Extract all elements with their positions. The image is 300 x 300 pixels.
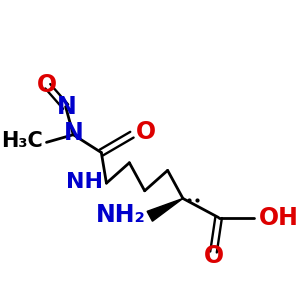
Polygon shape	[147, 198, 183, 221]
Text: H₃C: H₃C	[1, 131, 43, 151]
Text: N: N	[63, 122, 83, 146]
Text: O: O	[136, 120, 156, 144]
Text: N: N	[57, 95, 77, 119]
Text: O: O	[36, 73, 57, 97]
Text: OH: OH	[259, 206, 299, 230]
Text: O: O	[203, 244, 224, 268]
Text: NH: NH	[66, 172, 103, 192]
Text: NH₂: NH₂	[96, 203, 146, 227]
